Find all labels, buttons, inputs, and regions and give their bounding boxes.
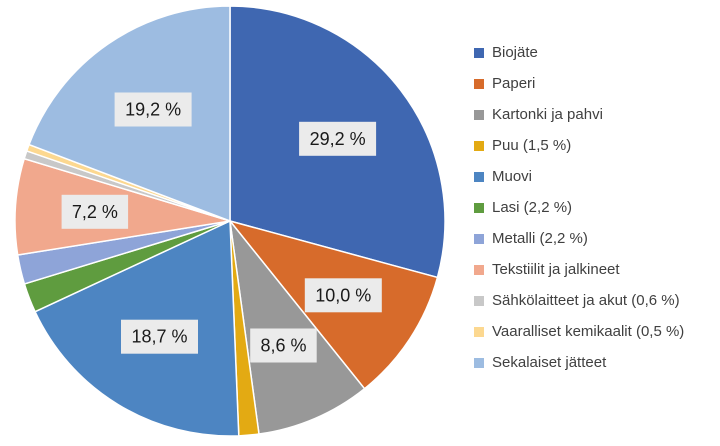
data-label-10: 19,2 % [114, 92, 192, 127]
data-label-text: 18,7 % [131, 327, 187, 347]
legend-label: Metalli (2,2 %) [492, 230, 588, 247]
pie-plot-area: 29,2 % 10,0 % 8,6 % 18,7 % 7,2 % 19,2 % [14, 5, 446, 437]
data-label-text: 7,2 % [72, 202, 118, 222]
data-label-1: 10,0 % [304, 278, 382, 313]
legend-label: Lasi (2,2 %) [492, 199, 573, 216]
legend-label: Tekstiilit ja jalkineet [492, 261, 620, 278]
legend-swatch [474, 47, 484, 58]
legend-item-4: Muovi [474, 161, 684, 192]
legend-swatch [474, 109, 484, 120]
legend-swatch [474, 78, 484, 89]
legend-swatch [474, 264, 484, 275]
legend-swatch [474, 326, 484, 337]
legend-item-2: Kartonki ja pahvi [474, 99, 684, 130]
data-label-box [299, 121, 377, 156]
legend-swatch [474, 357, 484, 368]
data-label-box [114, 92, 192, 127]
legend-label: Kartonki ja pahvi [492, 106, 603, 123]
data-label-box [304, 278, 382, 313]
pie-slice-2 [228, 218, 366, 435]
legend-label: Sekalaiset jätteet [492, 354, 607, 371]
data-label-2: 8,6 % [250, 328, 317, 363]
legend-swatch [474, 171, 484, 182]
legend-item-5: Lasi (2,2 %) [474, 192, 684, 223]
data-label-box [121, 319, 198, 354]
data-label-box [250, 328, 317, 363]
data-label-text: 10,0 % [315, 285, 371, 305]
legend-label: Biojäte [492, 44, 538, 61]
legend-item-0: Biojäte [474, 37, 684, 68]
legend-label: Vaaralliset kemikaalit (0,5 %) [492, 323, 685, 340]
data-label-text: 29,2 % [310, 129, 366, 149]
legend-item-9: Vaaralliset kemikaalit (0,5 %) [474, 316, 684, 347]
data-label-text: 19,2 % [125, 100, 181, 120]
pie-data-labels: 29,2 % 10,0 % 8,6 % 18,7 % 7,2 % 19,2 % [61, 92, 382, 363]
legend-swatch [474, 233, 484, 244]
data-label-0: 29,2 % [299, 121, 377, 156]
data-label-box [61, 194, 129, 229]
legend-swatch [474, 202, 484, 213]
data-label-text: 8,6 % [260, 336, 306, 356]
legend-label: Puu (1,5 %) [492, 137, 572, 154]
legend-item-7: Tekstiilit ja jalkineet [474, 254, 684, 285]
legend-label: Sähkölaitteet ja akut (0,6 %) [492, 292, 680, 309]
chart-legend: Biojäte Paperi Kartonki ja pahvi Puu (1,5 %… [474, 37, 684, 378]
legend-label: Paperi [492, 75, 536, 92]
legend-label: Muovi [492, 168, 533, 185]
legend-swatch [474, 140, 484, 151]
data-label-7: 7,2 % [61, 194, 129, 229]
legend-item-1: Paperi [474, 68, 684, 99]
pie-slices [14, 5, 446, 437]
legend-swatch [474, 295, 484, 306]
legend-item-8: Sähkölaitteet ja akut (0,6 %) [474, 285, 684, 316]
data-label-4: 18,7 % [121, 319, 198, 354]
legend-item-3: Puu (1,5 %) [474, 130, 684, 161]
legend-item-6: Metalli (2,2 %) [474, 223, 684, 254]
legend-item-10: Sekalaiset jätteet [474, 347, 684, 378]
